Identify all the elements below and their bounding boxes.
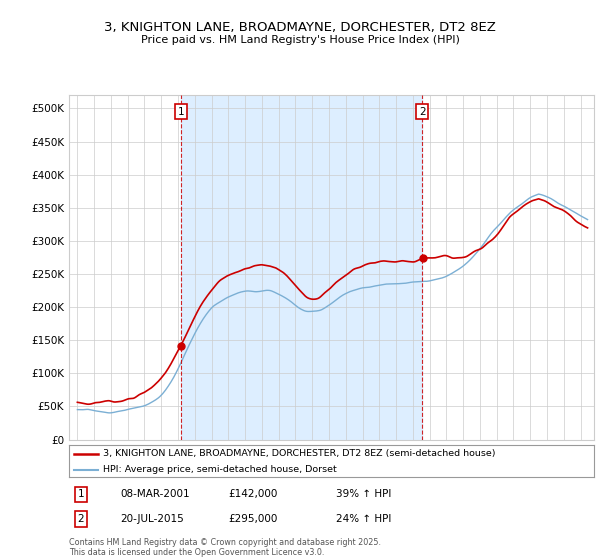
Text: 2: 2 xyxy=(77,514,85,524)
Text: 3, KNIGHTON LANE, BROADMAYNE, DORCHESTER, DT2 8EZ: 3, KNIGHTON LANE, BROADMAYNE, DORCHESTER… xyxy=(104,21,496,34)
Text: £142,000: £142,000 xyxy=(228,489,277,500)
Bar xyxy=(181,95,422,440)
Text: Price paid vs. HM Land Registry's House Price Index (HPI): Price paid vs. HM Land Registry's House … xyxy=(140,35,460,45)
Text: 20-JUL-2015: 20-JUL-2015 xyxy=(120,514,184,524)
Text: 3, KNIGHTON LANE, BROADMAYNE, DORCHESTER, DT2 8EZ (semi-detached house): 3, KNIGHTON LANE, BROADMAYNE, DORCHESTER… xyxy=(103,449,496,458)
Text: 1: 1 xyxy=(178,107,184,116)
Text: 08-MAR-2001: 08-MAR-2001 xyxy=(120,489,190,500)
Text: 1: 1 xyxy=(77,489,85,500)
Text: 2: 2 xyxy=(419,107,425,116)
Text: 24% ↑ HPI: 24% ↑ HPI xyxy=(336,514,391,524)
Text: 39% ↑ HPI: 39% ↑ HPI xyxy=(336,489,391,500)
Text: HPI: Average price, semi-detached house, Dorset: HPI: Average price, semi-detached house,… xyxy=(103,465,337,474)
Text: £295,000: £295,000 xyxy=(228,514,277,524)
Text: Contains HM Land Registry data © Crown copyright and database right 2025.
This d: Contains HM Land Registry data © Crown c… xyxy=(69,538,381,557)
